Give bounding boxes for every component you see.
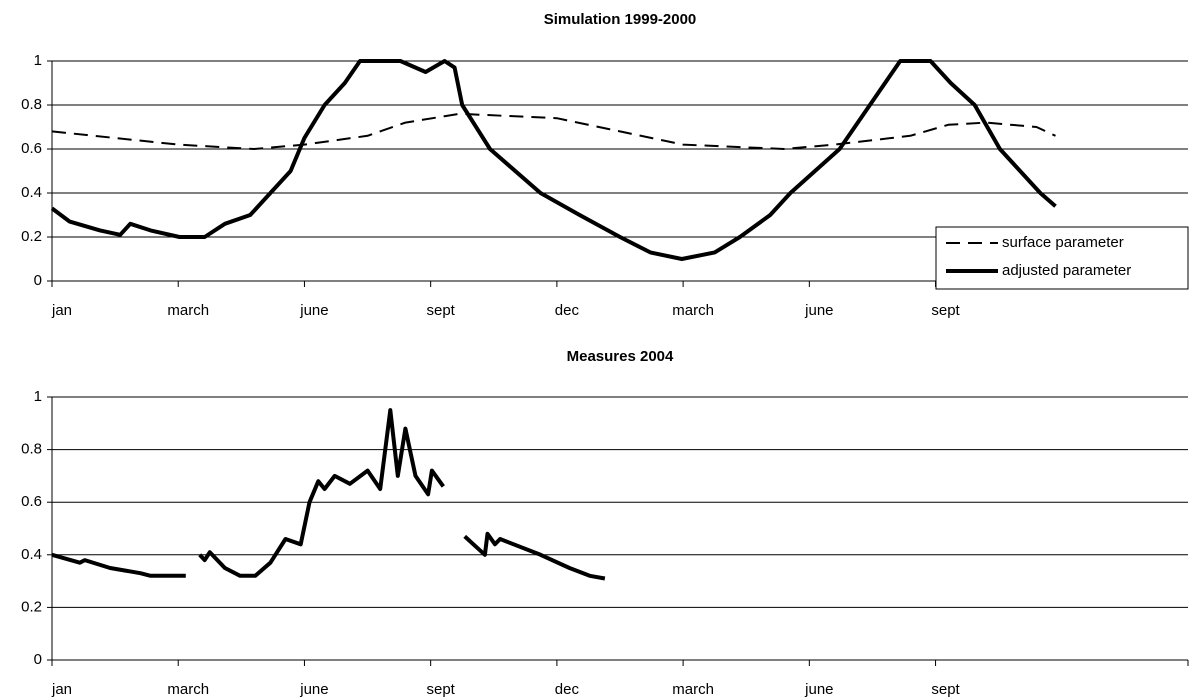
legend-label: adjusted parameter (1002, 262, 1131, 279)
x-tick-label: dec (555, 681, 580, 698)
x-tick-label: jan (51, 302, 72, 319)
data-line (50, 59, 1057, 261)
y-tick-label: 0.8 (21, 96, 42, 113)
x-tick-label: sept (426, 681, 455, 698)
x-tick-label: june (299, 681, 328, 698)
y-tick-label: 1 (34, 52, 42, 69)
data-line (51, 112, 1056, 150)
y-tick-label: 0.2 (21, 228, 42, 245)
y-tick-label: 1 (34, 388, 42, 405)
y-tick-label: 0 (34, 651, 42, 668)
y-tick-label: 0.4 (21, 546, 42, 563)
x-tick-label: sept (931, 302, 960, 319)
legend-label: surface parameter (1002, 234, 1124, 251)
y-tick-label: 0.8 (21, 441, 42, 458)
data-line (51, 408, 606, 581)
legend-box (935, 226, 1189, 290)
y-tick-label: 0.2 (21, 598, 42, 615)
y-tick-label: 0 (34, 272, 42, 289)
x-tick-label: june (804, 681, 833, 698)
x-tick-label: march (672, 681, 714, 698)
x-tick-label: june (299, 302, 328, 319)
x-tick-label: dec (555, 302, 580, 319)
y-tick-label: 0.6 (21, 493, 42, 510)
y-tick-label: 0.6 (21, 140, 42, 157)
x-tick-label: sept (931, 681, 960, 698)
y-tick-label: 0.4 (21, 184, 42, 201)
x-tick-label: march (167, 302, 209, 319)
chart-title: Measures 2004 (567, 348, 674, 365)
x-tick-label: sept (426, 302, 455, 319)
chart-title: Simulation 1999-2000 (544, 11, 697, 28)
x-tick-label: march (672, 302, 714, 319)
x-tick-label: june (804, 302, 833, 319)
x-tick-label: jan (51, 681, 72, 698)
x-tick-label: march (167, 681, 209, 698)
